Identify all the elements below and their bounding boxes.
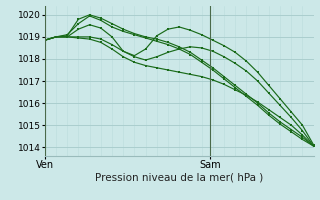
X-axis label: Pression niveau de la mer( hPa ): Pression niveau de la mer( hPa ) [95, 173, 263, 183]
